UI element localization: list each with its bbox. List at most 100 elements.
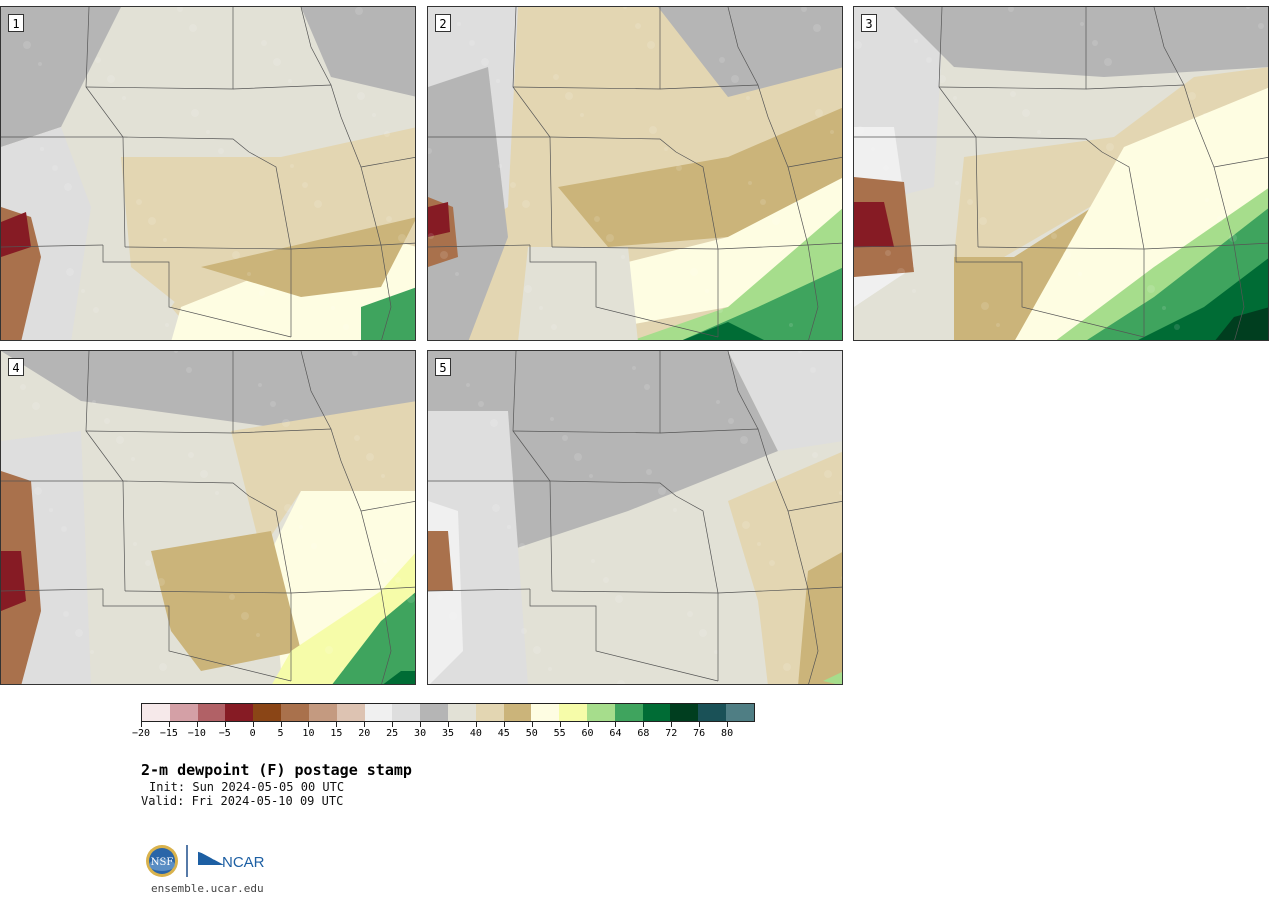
colorbar-swatch <box>336 704 365 721</box>
dewpoint-region <box>658 7 842 97</box>
colorbar-tick-label: 72 <box>665 728 678 739</box>
dewpoint-region <box>558 107 842 247</box>
texture-dot <box>413 255 415 259</box>
dewpoint-region <box>728 351 842 451</box>
texture-dot <box>177 7 183 12</box>
colorbar-tick-label: −5 <box>218 728 231 739</box>
texture-dot <box>621 255 625 259</box>
colorbar-tick-label: 50 <box>525 728 538 739</box>
texture-dot <box>519 543 525 549</box>
texture-dot <box>676 165 682 171</box>
texture-dot <box>428 233 434 239</box>
texture-dot <box>63 611 69 617</box>
texture-dot <box>122 96 126 100</box>
dewpoint-region <box>301 7 415 97</box>
texture-dot <box>34 487 42 495</box>
state-boundary <box>551 590 719 594</box>
texture-dot <box>1080 22 1084 26</box>
valid-time: Valid: Fri 2024-05-10 09 UTC <box>141 794 344 808</box>
nsf-ncar-logo: NSF NCAR <box>146 845 265 877</box>
member-label: 3 <box>861 14 877 32</box>
colorbar-tick <box>224 722 226 727</box>
texture-dot <box>496 79 500 83</box>
texture-dot <box>314 200 322 208</box>
texture-dot <box>104 418 110 424</box>
texture-dot <box>1106 143 1114 151</box>
colorbar-tick <box>448 722 449 727</box>
texture-dot <box>157 578 165 586</box>
figure-title: 2-m dewpoint (F) postage stamp <box>141 761 412 779</box>
texture-dot <box>384 131 390 137</box>
colorbar-swatch <box>475 704 504 721</box>
colorbar-swatch <box>281 704 309 721</box>
texture-dot <box>810 367 816 373</box>
texture-dot <box>1217 216 1223 222</box>
colorbar-tick-label: 0 <box>249 728 256 739</box>
texture-dot <box>824 470 832 478</box>
state-boundary <box>102 245 292 338</box>
texture-dot <box>550 417 554 421</box>
texture-dot <box>325 646 333 654</box>
texture-dot <box>352 351 358 356</box>
texture-dot <box>64 183 72 191</box>
texture-dot <box>95 57 101 63</box>
texture-dot <box>302 182 308 188</box>
texture-dot <box>38 62 42 66</box>
colorbar-swatch <box>420 704 448 721</box>
state-boundary <box>549 480 677 497</box>
state-boundary <box>1 244 104 248</box>
colorbar-tick <box>475 722 477 727</box>
texture-dot <box>533 646 541 654</box>
texture-dot <box>241 612 249 620</box>
state-boundary <box>977 246 1145 250</box>
texture-dot <box>1092 40 1098 46</box>
member-panel: 5 <box>427 350 843 685</box>
texture-dot <box>646 469 652 475</box>
texture-dot <box>440 251 448 259</box>
texture-dot <box>481 58 489 66</box>
texture-dot <box>261 40 267 46</box>
texture-dot <box>191 109 199 117</box>
texture-dot <box>1203 113 1207 117</box>
texture-dot <box>1246 7 1250 9</box>
dewpoint-region <box>518 247 638 340</box>
colorbar-swatch <box>225 704 254 721</box>
colorbar-tick-label: 55 <box>553 728 566 739</box>
texture-dot <box>131 457 135 461</box>
texture-dot <box>354 435 360 441</box>
texture-dot <box>798 351 802 353</box>
colorbar-tick <box>531 722 533 727</box>
texture-dot <box>32 402 40 410</box>
colorbar-tick-label: 10 <box>302 728 315 739</box>
texture-dot <box>742 521 750 529</box>
colorbar-tick-label: 80 <box>721 728 734 739</box>
texture-dot <box>206 130 210 134</box>
state-boundary <box>124 590 292 594</box>
texture-dot <box>717 307 723 313</box>
texture-dot <box>498 164 502 168</box>
texture-dot <box>856 126 864 134</box>
texture-dot <box>81 289 85 293</box>
texture-dot <box>731 75 739 83</box>
state-boundary <box>675 151 719 337</box>
texture-dot <box>90 650 94 654</box>
texture-dot <box>687 611 693 617</box>
colorbar-tick-label: 60 <box>581 728 594 739</box>
colorbar-swatch <box>726 704 754 721</box>
colorbar-tick <box>503 722 505 727</box>
state-boundary <box>787 157 842 168</box>
texture-dot <box>398 234 406 242</box>
texture-dot <box>1 7 3 9</box>
colorbar-tick <box>559 722 561 727</box>
colorbar-tick <box>168 722 170 727</box>
member-panel: 3 <box>853 6 1269 341</box>
state-boundary <box>102 589 292 682</box>
texture-dot <box>273 58 281 66</box>
colorbar-tick <box>699 722 701 727</box>
texture-dot <box>635 23 641 29</box>
texture-dot <box>551 324 557 330</box>
texture-dot <box>812 452 818 458</box>
texture-dot <box>52 165 58 171</box>
texture-dot <box>75 629 83 637</box>
texture-dot <box>355 7 363 15</box>
